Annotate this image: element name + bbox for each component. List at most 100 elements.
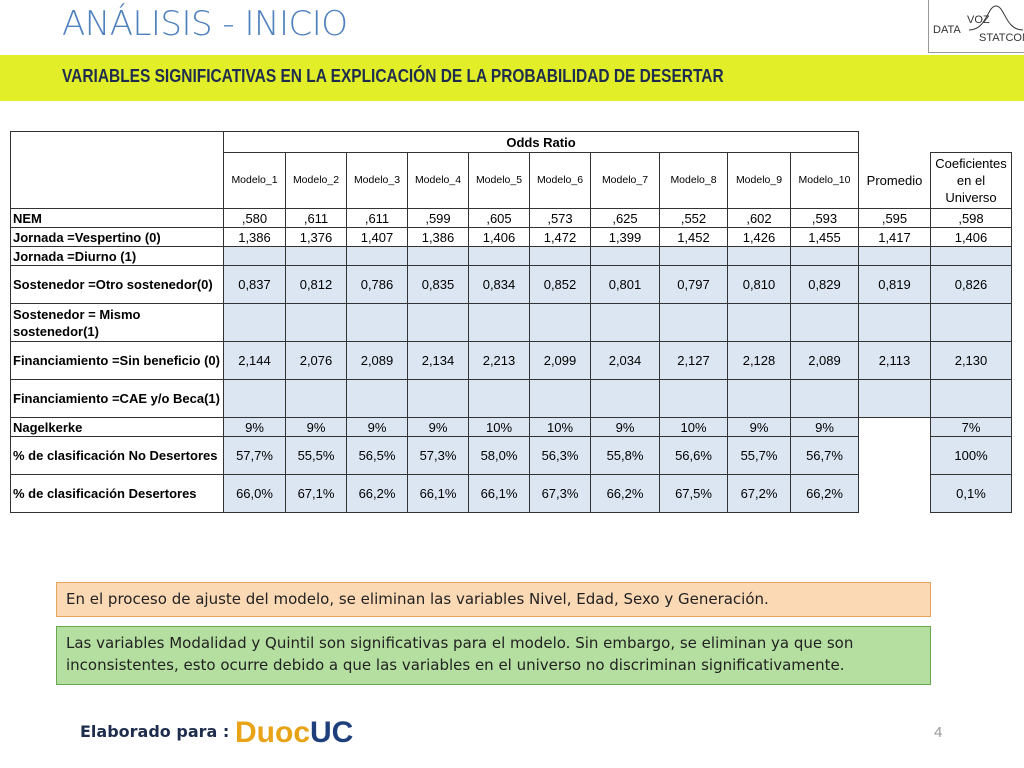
cell: ,595 bbox=[858, 208, 931, 228]
cell: Financiamiento =CAE y/o Beca(1) bbox=[10, 379, 224, 418]
cell: 1,406 bbox=[468, 227, 530, 247]
cell bbox=[468, 246, 530, 266]
cell: 1,386 bbox=[407, 227, 469, 247]
row: NEM ,580,611,611,599,605,573,625,552,602,… bbox=[10, 208, 1012, 228]
cell: 66,2% bbox=[346, 474, 408, 513]
cell bbox=[407, 246, 469, 266]
cell bbox=[859, 475, 931, 513]
cell bbox=[659, 303, 728, 342]
cell bbox=[468, 379, 530, 418]
client-logo: DuocUC bbox=[235, 710, 365, 755]
cell: 2,134 bbox=[407, 341, 469, 380]
cell bbox=[727, 379, 791, 418]
cell: ,580 bbox=[223, 208, 286, 228]
cell bbox=[10, 131, 224, 209]
page-number: 4 bbox=[934, 724, 943, 741]
subtitle: VARIABLES SIGNIFICATIVAS EN LA EXPLICACI… bbox=[62, 66, 724, 86]
cell: 1,426 bbox=[727, 227, 791, 247]
cell: 1,376 bbox=[285, 227, 347, 247]
cell: 0,835 bbox=[407, 265, 469, 304]
cell bbox=[859, 437, 931, 475]
cell: 0,837 bbox=[223, 265, 286, 304]
cell: 2,034 bbox=[590, 341, 660, 380]
cell: 1,452 bbox=[659, 227, 728, 247]
cell: Modelo_5 bbox=[468, 152, 530, 209]
cell: % de clasificación No Desertores bbox=[10, 436, 224, 475]
cell bbox=[285, 246, 347, 266]
cell: 66,1% bbox=[407, 474, 469, 513]
cell: Financiamiento =Sin beneficio (0) bbox=[10, 341, 224, 380]
cell: 9% bbox=[727, 417, 791, 437]
cell: Modelo_7 bbox=[590, 152, 660, 209]
cell: Jornada =Diurno (1) bbox=[10, 246, 224, 266]
cell: 0,1% bbox=[930, 474, 1012, 513]
row: Jornada =Diurno (1) bbox=[10, 246, 1012, 266]
cell: 58,0% bbox=[468, 436, 530, 475]
cell bbox=[790, 246, 859, 266]
logo-text: STATCOM bbox=[979, 32, 1024, 44]
cell: Modelo_8 bbox=[659, 152, 728, 209]
cell: 55,5% bbox=[285, 436, 347, 475]
cell: 2,127 bbox=[659, 341, 728, 380]
odds-table: Odds Ratio Modelo_1 Modelo_2 Modelo_3 Modelo… bbox=[10, 131, 1012, 513]
cell bbox=[858, 303, 931, 342]
cell bbox=[468, 303, 530, 342]
cell bbox=[858, 379, 931, 418]
cell: 66,2% bbox=[590, 474, 660, 513]
cell: ,599 bbox=[407, 208, 469, 228]
row: % de clasificación No Desertores 57,7% 55,… bbox=[10, 436, 1012, 475]
note: Las variables Modalidad y Quintil son si… bbox=[56, 626, 931, 685]
cell bbox=[223, 246, 286, 266]
cell: % de clasificación Desertores bbox=[10, 474, 224, 513]
cell bbox=[529, 246, 591, 266]
cell bbox=[223, 379, 286, 418]
cell: 66,2% bbox=[790, 474, 859, 513]
cell: Sostenedor =Otro sostenedor(0) bbox=[10, 265, 224, 304]
cell: 10% bbox=[529, 417, 591, 437]
cell: 2,076 bbox=[285, 341, 347, 380]
cell: Modelo_2 bbox=[285, 152, 347, 209]
cell: Modelo_10 bbox=[790, 152, 859, 209]
cell: Modelo_4 bbox=[407, 152, 469, 209]
cell: 56,3% bbox=[529, 436, 591, 475]
cell: 56,6% bbox=[659, 436, 728, 475]
cell bbox=[727, 246, 791, 266]
cell bbox=[285, 379, 347, 418]
cell: ,598 bbox=[930, 208, 1012, 228]
cell bbox=[659, 379, 728, 418]
logo: DATA VOZ STATCOM bbox=[928, 0, 1024, 53]
row: Financiamiento =CAE y/o Beca(1) bbox=[10, 379, 1012, 418]
cell: 9% bbox=[590, 417, 660, 437]
cell bbox=[407, 379, 469, 418]
cell: 9% bbox=[346, 417, 408, 437]
row: % de clasificación Desertores 66,0% 67,1% 6… bbox=[10, 474, 1012, 513]
cell: 0,819 bbox=[858, 265, 931, 304]
cell: 2,144 bbox=[223, 341, 286, 380]
cell bbox=[659, 246, 728, 266]
cell: ,605 bbox=[468, 208, 530, 228]
cell bbox=[590, 379, 660, 418]
cell: 2,089 bbox=[346, 341, 408, 380]
logo-text: DATA bbox=[933, 24, 961, 36]
cell: 0,834 bbox=[468, 265, 530, 304]
cell: ,552 bbox=[659, 208, 728, 228]
cell: 0,829 bbox=[790, 265, 859, 304]
row: Sostenedor =Otro sostenedor(0) 0,837 0,812… bbox=[10, 265, 1012, 304]
cell: 66,0% bbox=[223, 474, 286, 513]
cell bbox=[859, 132, 931, 153]
cell: 2,113 bbox=[858, 341, 931, 380]
cell: Odds Ratio bbox=[223, 131, 859, 153]
cell: 67,2% bbox=[727, 474, 791, 513]
cell: 1,417 bbox=[858, 227, 931, 247]
cell: 0,797 bbox=[659, 265, 728, 304]
cell: 66,1% bbox=[468, 474, 530, 513]
cell bbox=[931, 132, 1012, 153]
cell bbox=[223, 303, 286, 342]
cell bbox=[590, 303, 660, 342]
cell: 9% bbox=[285, 417, 347, 437]
row: Financiamiento =Sin beneficio (0) 2,144 2,… bbox=[10, 341, 1012, 380]
cell: Coeficientes en el Universo bbox=[930, 152, 1012, 209]
cell: 1,386 bbox=[223, 227, 286, 247]
cell: Sostenedor = Mismo sostenedor(1) bbox=[10, 303, 224, 342]
